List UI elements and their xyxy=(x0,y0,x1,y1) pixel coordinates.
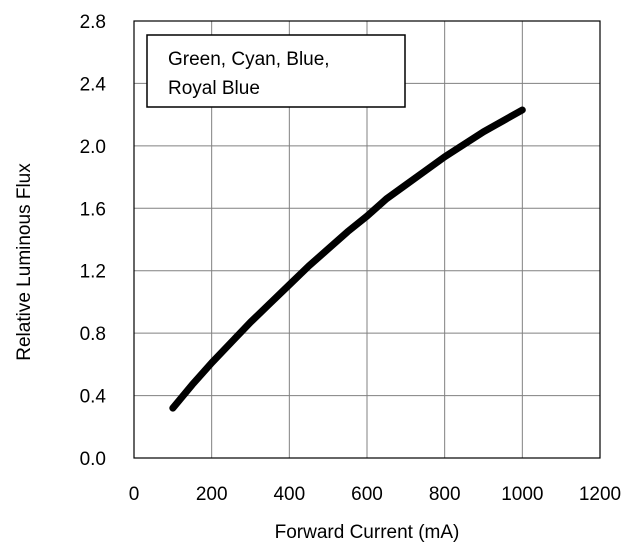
x-tick-label: 1000 xyxy=(501,484,543,505)
y-tick-label: 0.0 xyxy=(80,449,106,470)
data-point xyxy=(288,284,290,286)
series-line xyxy=(169,106,526,412)
data-point xyxy=(250,321,251,323)
x-tick-labels: 0 200 400 600 800 1000 1200 xyxy=(129,484,621,505)
y-tick-label: 1.6 xyxy=(80,199,106,220)
data-point xyxy=(327,248,329,250)
data-point xyxy=(269,302,271,304)
plot-frame xyxy=(133,20,601,459)
y-tick-label: 2.0 xyxy=(80,137,106,158)
y-tick-label: 2.8 xyxy=(80,12,106,33)
data-point xyxy=(191,384,193,386)
data-point xyxy=(424,170,426,172)
legend-line-1: Green, Cyan, Blue, xyxy=(168,49,330,70)
data-point xyxy=(347,231,349,233)
y-tick-label: 1.2 xyxy=(80,262,106,283)
legend-box xyxy=(146,34,406,108)
y-tick-label: 0.8 xyxy=(80,324,106,345)
data-point xyxy=(230,342,232,344)
y-tick-labels: 0.0 0.4 0.8 1.2 1.6 2.0 2.4 2.8 xyxy=(80,12,107,470)
data-point xyxy=(211,362,213,364)
data-point xyxy=(463,143,465,145)
x-tick-label: 200 xyxy=(196,484,228,505)
y-tick-label: 2.4 xyxy=(80,74,107,95)
y-axis-title: Relative Luminous Flux xyxy=(14,163,35,361)
data-point xyxy=(308,265,310,267)
legend-line-2: Royal Blue xyxy=(168,78,260,99)
data-point xyxy=(405,184,407,186)
x-axis-title: Forward Current (mA) xyxy=(275,522,460,543)
data-point xyxy=(502,120,504,122)
x-tick-label: 1200 xyxy=(579,484,621,505)
series-layer xyxy=(169,106,526,412)
x-tick-label: 600 xyxy=(351,484,383,505)
legend: Green, Cyan, Blue, Royal Blue xyxy=(146,34,406,108)
data-point xyxy=(366,215,368,217)
x-tick-label: 400 xyxy=(273,484,305,505)
data-point xyxy=(483,131,484,133)
x-tick-label: 800 xyxy=(429,484,461,505)
data-point xyxy=(385,198,387,200)
x-tick-label: 0 xyxy=(129,484,140,505)
y-tick-label: 0.4 xyxy=(80,387,107,408)
data-point xyxy=(521,109,523,111)
data-point xyxy=(444,156,446,158)
data-point xyxy=(172,407,174,409)
